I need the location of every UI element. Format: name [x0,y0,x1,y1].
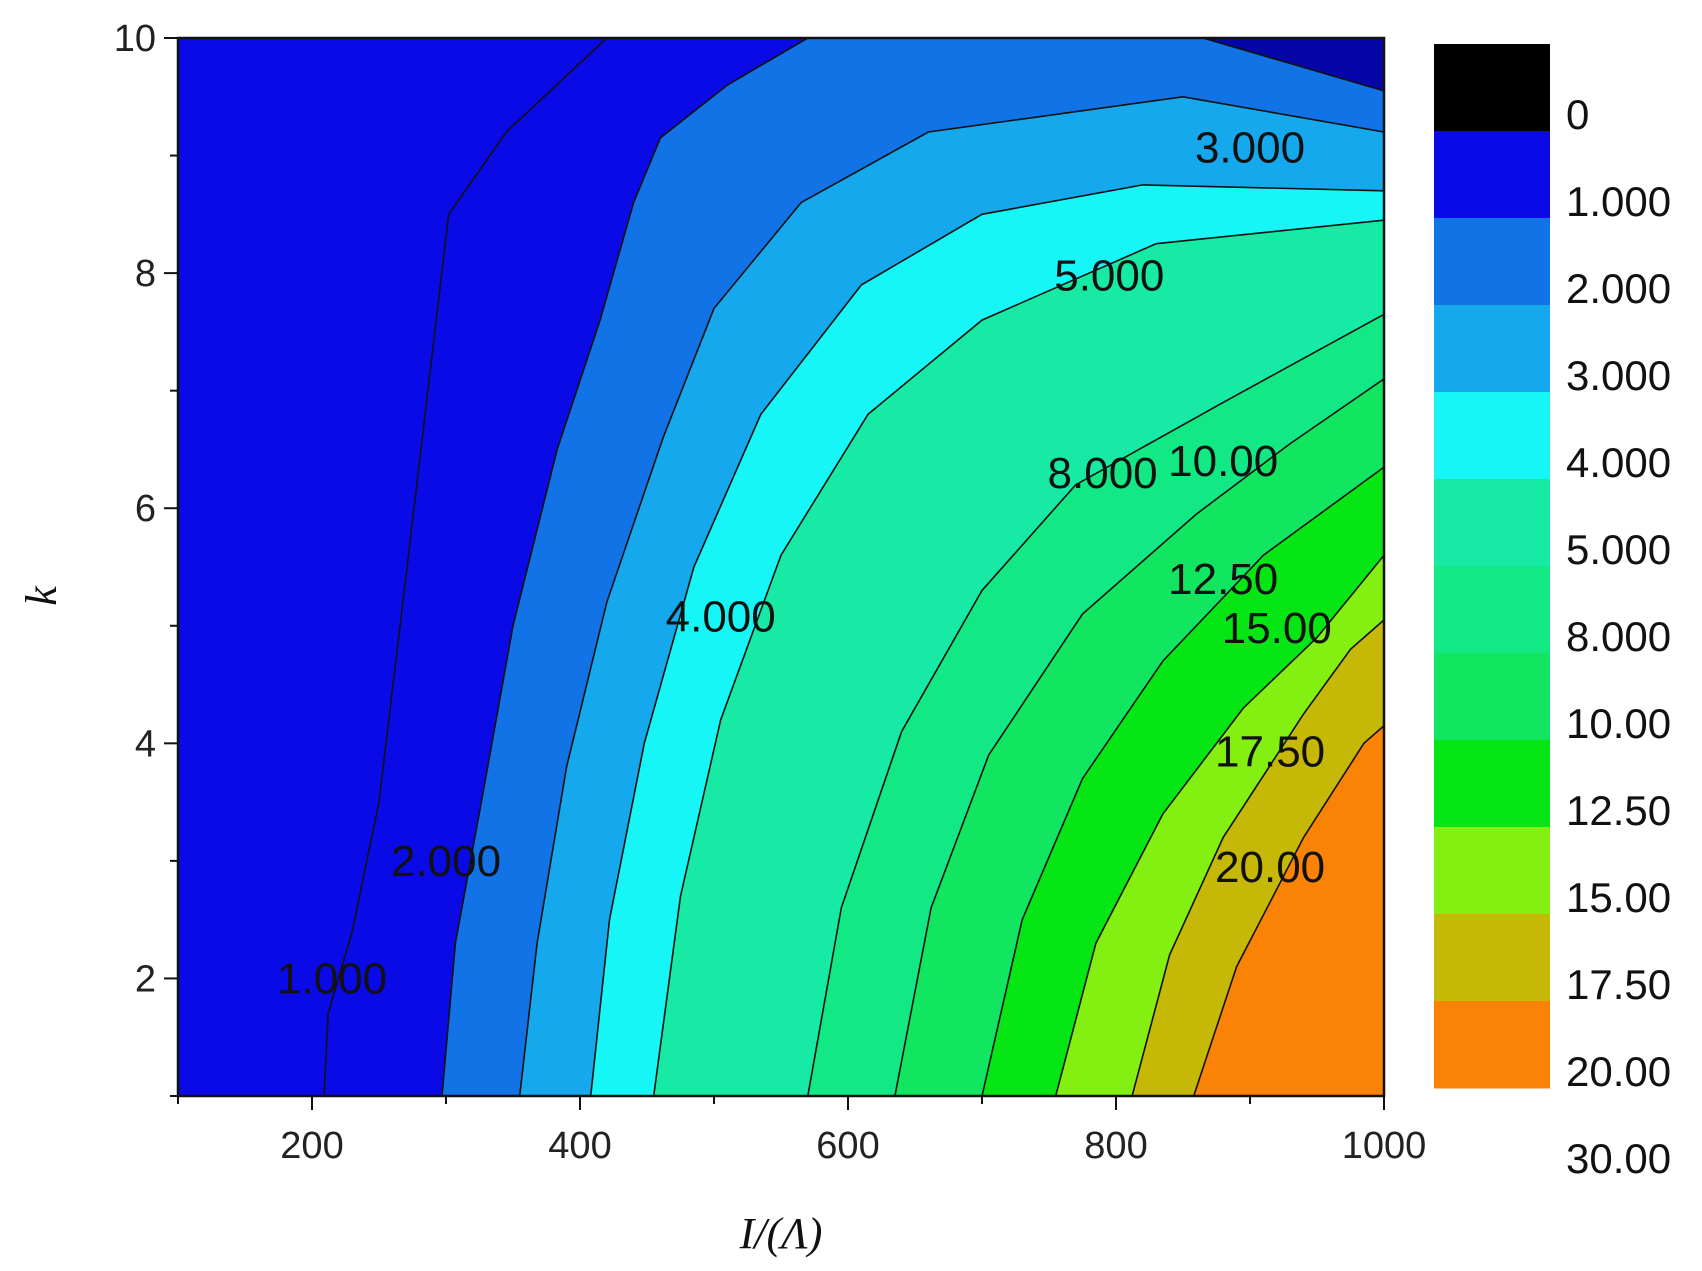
x-tick-label: 600 [816,1125,879,1167]
legend-label: 15.00 [1566,874,1671,921]
legend-label: 1.000 [1566,178,1671,225]
legend-label: 0 [1566,91,1589,138]
legend-label: 10.00 [1566,700,1671,747]
contour-line-2.000 [441,38,809,1096]
legend-swatch [1434,740,1550,828]
contour-label-4.000: 4.000 [666,592,776,641]
contour-line-12.50 [981,466,1384,1096]
legend-swatch [1434,1001,1550,1089]
legend-label: 17.50 [1566,961,1671,1008]
legend-label: 3.000 [1566,352,1671,399]
color-scale-legend: 0 1.000 2.000 3.000 4.000 5.000 8.000 10.00 12.5… [1434,44,1671,1182]
axes: 200 400 600 800 1000 2 4 6 8 10 [114,18,1427,1167]
legend-swatch [1434,392,1550,480]
contour-band-20.00 [1193,725,1384,1096]
legend-swatch [1434,479,1550,567]
x-tick-label: 800 [1084,1125,1147,1167]
x-tick-label: 200 [280,1125,343,1167]
contour-label-10.00: 10.00 [1168,437,1278,486]
contour-label-12.50: 12.50 [1168,555,1278,604]
contour-label-8.000: 8.000 [1048,449,1158,498]
legend-label: 4.000 [1566,439,1671,486]
legend-label: 5.000 [1566,526,1671,573]
legend-swatch [1434,131,1550,219]
contour-lines [323,38,1384,1096]
contour-line-1.000 [323,38,608,1096]
legend-swatch [1434,827,1550,915]
contour-label-1.000: 1.000 [277,954,387,1003]
y-tick-label: 8 [135,253,156,295]
contour-line-8.000 [807,313,1384,1096]
contour-label-2.000: 2.000 [391,837,501,886]
y-tick-label: 6 [135,488,156,530]
x-axis-title: I/(Λ) [739,1209,823,1258]
contour-line-5.000 [652,219,1384,1096]
contour-label-20.00: 20.00 [1215,843,1325,892]
legend-swatch [1434,44,1550,132]
legend-label: 20.00 [1566,1048,1671,1095]
contour-label-15.00: 15.00 [1222,604,1332,653]
contour-labels: 1.000 2.000 3.000 4.000 5.000 8.000 10.00 12.50… [277,123,1332,1003]
legend-swatch [1434,653,1550,741]
contour-label-5.000: 5.000 [1054,251,1164,300]
legend-swatch [1434,218,1550,306]
plot-area [178,38,1384,1096]
y-tick-label: 10 [114,18,156,60]
contour-line-10.00 [894,378,1384,1096]
y-tick-label: 4 [135,723,156,765]
contour-line-4.000 [589,184,1384,1096]
x-tick-label: 1000 [1342,1125,1427,1167]
y-tick-label: 2 [135,958,156,1000]
contour-line-corner [1202,38,1384,92]
contour-line-20.00 [1192,725,1384,1096]
plot-frame [176,36,1386,1098]
contour-line-17.50 [1131,619,1384,1096]
x-tick-label: 400 [548,1125,611,1167]
contour-label-17.50: 17.50 [1215,728,1325,777]
legend-label: 8.000 [1566,613,1671,660]
legend-swatch [1434,305,1550,393]
legend-swatch [1434,914,1550,1002]
legend-label: 30.00 [1566,1135,1671,1182]
contour-line-3.000 [518,95,1384,1096]
y-axis-title: k [17,585,66,606]
legend-label: 12.50 [1566,787,1671,834]
legend-label: 2.000 [1566,265,1671,312]
contour-line-15.00 [1054,554,1384,1096]
contour-label-3.000: 3.000 [1195,123,1305,172]
legend-swatch [1434,566,1550,654]
